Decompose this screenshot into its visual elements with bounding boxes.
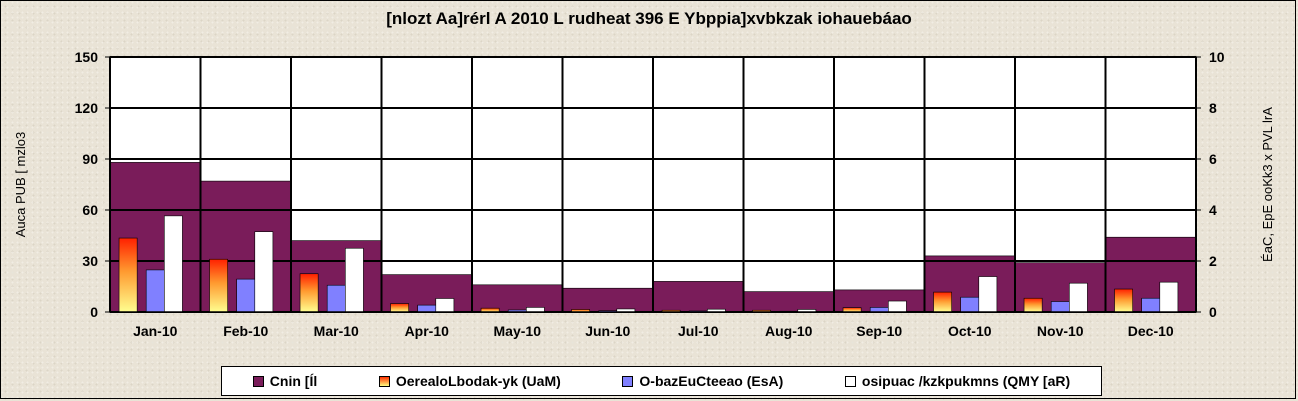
plot-border <box>109 56 1197 313</box>
x-tick-label: Nov-10 <box>1037 323 1084 339</box>
bar-series-2 <box>390 303 409 313</box>
tick-label-right: 2 <box>1209 253 1217 269</box>
bar-series-3 <box>1050 301 1070 313</box>
tick-label-left: 150 <box>75 49 99 65</box>
tick-label-left: 30 <box>82 253 98 269</box>
tick-label-right: 4 <box>1209 202 1217 218</box>
x-tick-label: Oct-10 <box>948 323 992 339</box>
bar-series-4 <box>887 300 907 313</box>
tick-label-right: 10 <box>1209 49 1225 65</box>
legend-label: O-bazEuCteeao (EsA) <box>639 373 784 389</box>
tick-label-right: 0 <box>1209 304 1217 320</box>
bar-monthly-total <box>471 284 563 313</box>
bar-monthly-total <box>743 291 835 313</box>
legend-item-series-3: O-bazEuCteeao (EsA) <box>622 373 783 389</box>
x-tick-label: Feb-10 <box>223 323 268 339</box>
x-tick-label: Mar-10 <box>314 323 359 339</box>
bar-series-4 <box>254 231 274 313</box>
x-tick-label: May-10 <box>494 323 542 339</box>
legend-label: osipuac /kzkpukmns (QMY [aR) <box>861 373 1071 389</box>
bar-series-2 <box>1114 288 1133 313</box>
bar-series-3 <box>326 284 346 313</box>
legend-item-monthly-total: Cnin [Íl <box>252 373 318 389</box>
bar-monthly-total <box>562 287 654 313</box>
bar-series-3 <box>236 278 256 313</box>
x-tick-label: Aug-10 <box>765 323 813 339</box>
bar-series-4 <box>344 247 364 313</box>
bar-series-4 <box>978 276 998 313</box>
legend: Cnin [Íl OerealoLbodak-yk (UaM) O-bazEuC… <box>221 366 1102 396</box>
bar-series-2 <box>209 258 228 313</box>
x-tick-label: Apr-10 <box>405 323 450 339</box>
bar-series-4 <box>435 298 455 313</box>
x-tick-label: Jul-10 <box>678 323 719 339</box>
bar-series-3 <box>145 269 165 313</box>
legend-swatch <box>844 375 856 387</box>
legend-item-series-2: OerealoLbodak-yk (UaM) <box>378 373 561 389</box>
bar-monthly-total <box>652 281 744 313</box>
legend-swatch <box>252 375 264 387</box>
tick-label-right: 8 <box>1209 100 1217 116</box>
x-tick-label: Dec-10 <box>1128 323 1174 339</box>
tick-label-left: 0 <box>90 304 98 320</box>
bar-series-2 <box>1023 297 1043 313</box>
legend-swatch <box>378 375 390 387</box>
bar-series-4 <box>164 215 183 313</box>
bar-series-4 <box>1159 281 1179 313</box>
bar-series-3 <box>1141 297 1161 313</box>
tick-label-left: 120 <box>75 100 99 116</box>
bar-series-2 <box>933 291 952 313</box>
legend-label: Cnin [Íl <box>269 373 318 389</box>
legend-swatch <box>622 375 634 387</box>
chart-title: [nlozt Aa]rérl A 2010 L rudheat 396 E Yb… <box>386 9 912 28</box>
y-axis-label-right: ÉaC, EpE ooKk3 x PVL lrA <box>1260 107 1275 262</box>
tick-label-right: 6 <box>1209 151 1217 167</box>
tick-label-left: 60 <box>82 202 98 218</box>
bar-series-4 <box>1069 282 1088 313</box>
y-axis-label-left: Auca PUB [ mzlo3 <box>13 132 28 238</box>
x-tick-label: Sep-10 <box>856 323 902 339</box>
bar-series-2 <box>299 273 319 313</box>
legend-item-series-4: osipuac /kzkpukmns (QMY [aR) <box>844 373 1071 389</box>
tick-label-left: 90 <box>82 151 98 167</box>
bar-series-2 <box>118 237 138 313</box>
x-tick-label: Jun-10 <box>585 323 630 339</box>
legend-label: OerealoLbodak-yk (UaM) <box>395 373 561 389</box>
x-tick-label: Jan-10 <box>133 323 178 339</box>
bar-series-3 <box>960 296 980 313</box>
bar-series-3 <box>417 304 437 313</box>
